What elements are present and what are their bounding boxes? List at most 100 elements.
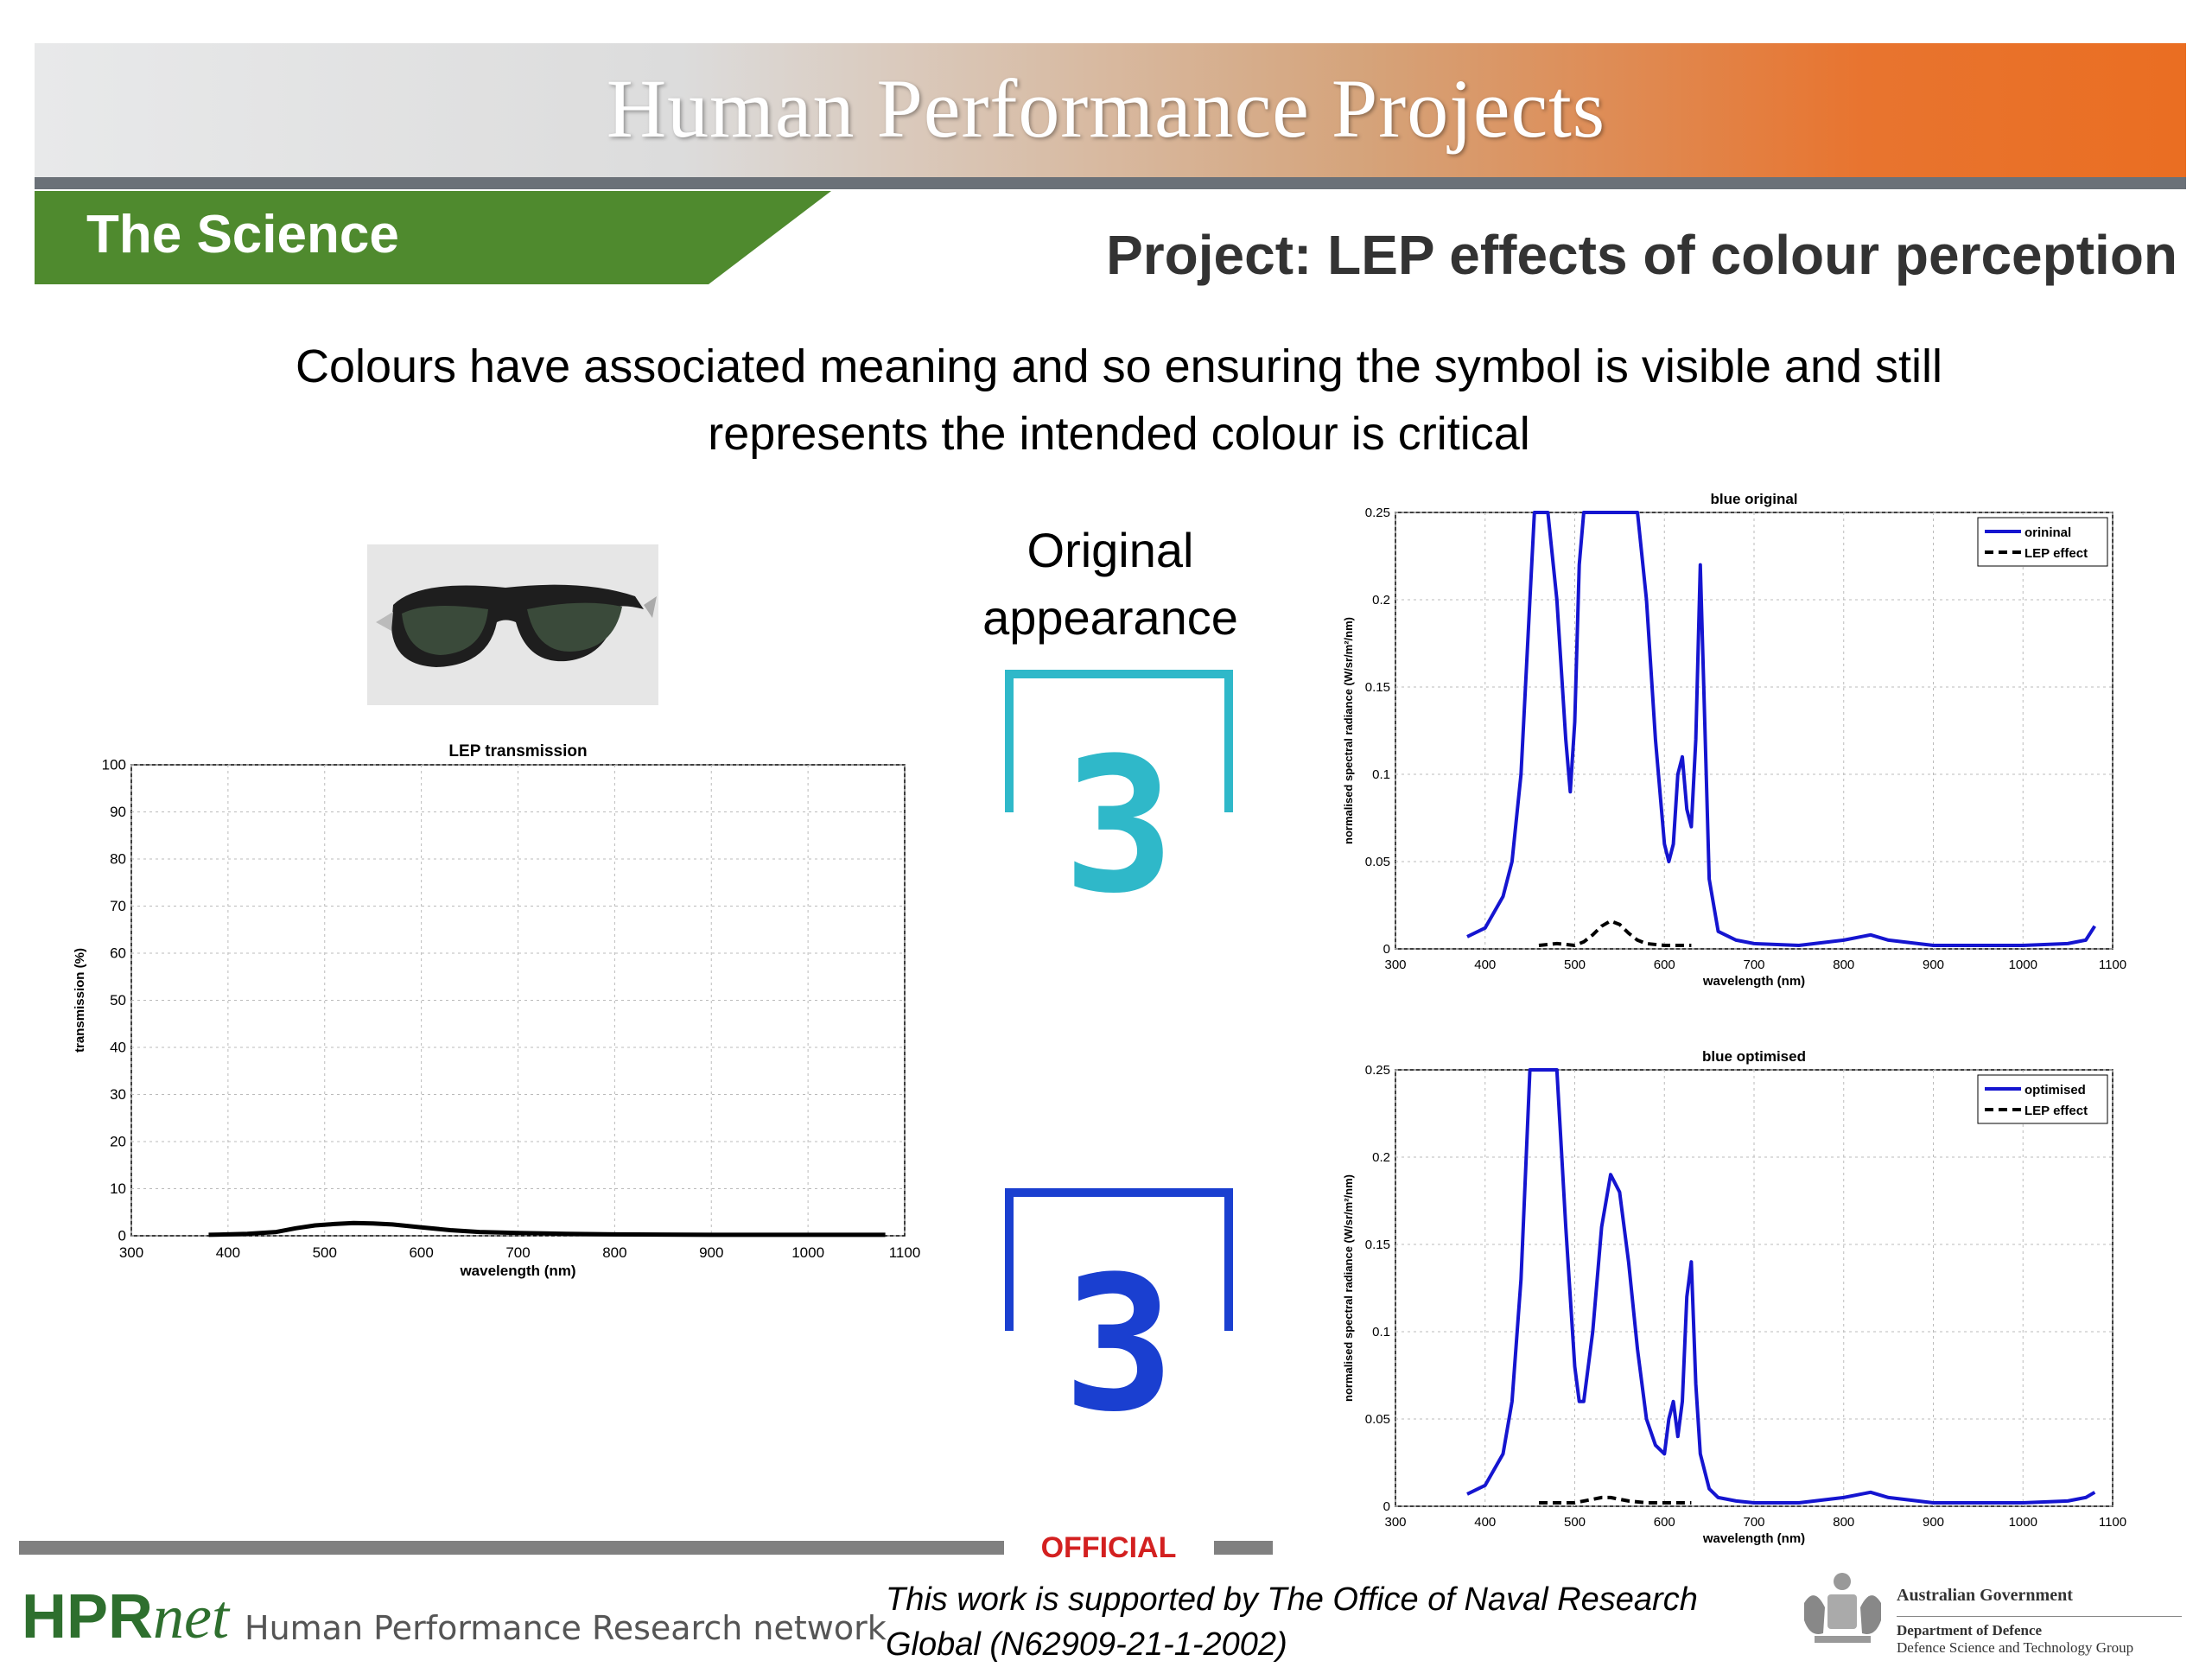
x-tick-label: 400 (216, 1244, 240, 1261)
hprnet-logo-net: net (153, 1582, 229, 1651)
symbol-optimised: 3 (1005, 1188, 1233, 1422)
chart-lep-transmission: 300 400 500 600 700 800 900 1000 1100 0 10 20 30 40 50… (73, 742, 921, 1279)
x-tick-label: 1100 (889, 1244, 921, 1261)
y-tick-label: 0.2 (1372, 593, 1390, 608)
project-title: Project: LEP effects of colour perceptio… (1106, 224, 2177, 286)
y-tick-label: 0.05 (1365, 1412, 1390, 1427)
x-axis-label: wavelength (nm) (1702, 1531, 1805, 1546)
y-tick-label: 100 (102, 757, 126, 773)
x-tick-label: 700 (1743, 1515, 1764, 1530)
chart-title: blue optimised (1702, 1048, 1806, 1065)
y-tick-label: 0.1 (1372, 767, 1390, 782)
australian-government-block: Australian Government Department of Defe… (1897, 1586, 2182, 1657)
symbol-original-digit: 3 (1063, 717, 1174, 903)
section-tab (35, 191, 831, 284)
x-tick-label: 1000 (791, 1244, 824, 1261)
official-marking: OFFICIAL (1040, 1531, 1177, 1564)
legend-entry: orininal (2024, 525, 2071, 540)
hprnet-logo-main: HPR (22, 1582, 154, 1651)
x-tick-label: 600 (1654, 1515, 1675, 1530)
y-tick-label: 0 (1383, 942, 1390, 957)
x-tick-label: 1000 (2009, 1515, 2037, 1530)
y-tick-label: 80 (110, 851, 126, 868)
original-appearance-label: Original appearance (950, 517, 1270, 652)
y-tick-label: 0.25 (1365, 1063, 1390, 1078)
y-tick-label: 20 (110, 1134, 126, 1150)
coat-of-arms-icon (1804, 1573, 1881, 1643)
intro-line-2: represents the intended colour is critic… (708, 408, 1530, 460)
plot-area (130, 764, 906, 1237)
x-tick-label: 700 (1743, 958, 1764, 972)
y-tick-label: 0 (118, 1228, 126, 1244)
chart-title: LEP transmission (448, 742, 587, 760)
x-tick-label: 1100 (2099, 958, 2126, 972)
original-label-line-2: appearance (982, 590, 1238, 645)
support-line-2: Global (N62909-21-1-2002) (886, 1626, 1287, 1663)
y-tick-label: 60 (110, 945, 126, 962)
y-tick-label: 90 (110, 804, 126, 820)
gov-line-1: Australian Government (1897, 1586, 2073, 1605)
chart-blue-original: 300 400 500 600 700 800 900 1000 1100 0 0.05 0.1 0.1… (1342, 491, 2126, 989)
x-tick-label: 300 (119, 1244, 143, 1261)
symbol-optimised-digit: 3 (1063, 1236, 1174, 1422)
footer-divider-right (1214, 1541, 1273, 1555)
x-tick-label: 1000 (2009, 958, 2037, 972)
series-line-optimised (1466, 1068, 2096, 1505)
y-axis-label: transmission (%) (73, 948, 87, 1053)
x-tick-label: 900 (699, 1244, 723, 1261)
y-tick-label: 0.2 (1372, 1150, 1390, 1165)
x-tick-label: 600 (409, 1244, 433, 1261)
x-tick-label: 800 (1833, 1515, 1854, 1530)
x-tick-label: 500 (313, 1244, 337, 1261)
header-divider (35, 177, 2186, 189)
y-tick-label: 70 (110, 898, 126, 914)
x-tick-label: 300 (1384, 1515, 1406, 1530)
y-tick-label: 0.1 (1372, 1325, 1390, 1339)
x-tick-label: 800 (602, 1244, 626, 1261)
x-tick-label: 1100 (2099, 1515, 2126, 1530)
hprnet-subtitle: Human Performance Research network (245, 1609, 887, 1647)
support-statement: This work is supported by The Office of … (886, 1577, 1750, 1667)
y-tick-label: 0.15 (1365, 1238, 1390, 1252)
series-line-lep-effect (1539, 1495, 1692, 1505)
series-line-lep-effect (1538, 919, 1692, 947)
footer-divider-left (19, 1541, 1004, 1555)
y-tick-label: 30 (110, 1086, 126, 1103)
legend-entry: optimised (2024, 1083, 2086, 1098)
intro-text: Colours have associated meaning and so e… (173, 333, 2065, 468)
x-tick-label: 400 (1474, 1515, 1496, 1530)
legend-entry: LEP effect (2024, 1104, 2088, 1118)
x-tick-label: 800 (1833, 958, 1854, 972)
sunglasses-image (367, 544, 658, 705)
series-line-0 (208, 1220, 886, 1238)
chart-blue-optimised: 300 400 500 600 700 800 900 1000 1100 0 0.05 0.1 0.1… (1342, 1048, 2126, 1546)
gov-line-3: Defence Science and Technology Group (1897, 1639, 2134, 1656)
series-line-orininal (1466, 511, 2096, 947)
x-axis-label: wavelength (nm) (1702, 974, 1805, 989)
y-tick-label: 50 (110, 992, 126, 1008)
x-tick-label: 700 (505, 1244, 530, 1261)
x-tick-label: 500 (1564, 958, 1586, 972)
x-tick-label: 900 (1923, 958, 1944, 972)
gov-line-2: Department of Defence (1897, 1616, 2182, 1639)
hprnet-logo: HPRnet (22, 1581, 229, 1653)
y-tick-label: 40 (110, 1040, 126, 1056)
header-banner (35, 43, 2186, 177)
x-tick-label: 900 (1923, 1515, 1944, 1530)
legend-entry: LEP effect (2024, 546, 2088, 561)
intro-line-1: Colours have associated meaning and so e… (295, 340, 1943, 392)
y-tick-label: 0.15 (1365, 680, 1390, 695)
x-tick-label: 300 (1384, 958, 1406, 972)
y-tick-label: 0 (1383, 1499, 1390, 1514)
slide-title: Human Performance Projects (606, 62, 1606, 155)
y-axis-label: normalised spectral radiance (W/sr/m²/nm… (1342, 1174, 1355, 1402)
y-tick-label: 0.25 (1365, 506, 1390, 520)
x-axis-label: wavelength (nm) (459, 1263, 575, 1279)
section-tab-label: The Science (86, 205, 399, 264)
y-tick-label: 0.05 (1365, 855, 1390, 869)
x-tick-label: 500 (1564, 1515, 1586, 1530)
x-tick-label: 600 (1654, 958, 1675, 972)
symbol-original: 3 (1005, 670, 1233, 903)
support-line-1: This work is supported by The Office of … (886, 1581, 1698, 1618)
original-label-line-1: Original (1027, 523, 1194, 577)
